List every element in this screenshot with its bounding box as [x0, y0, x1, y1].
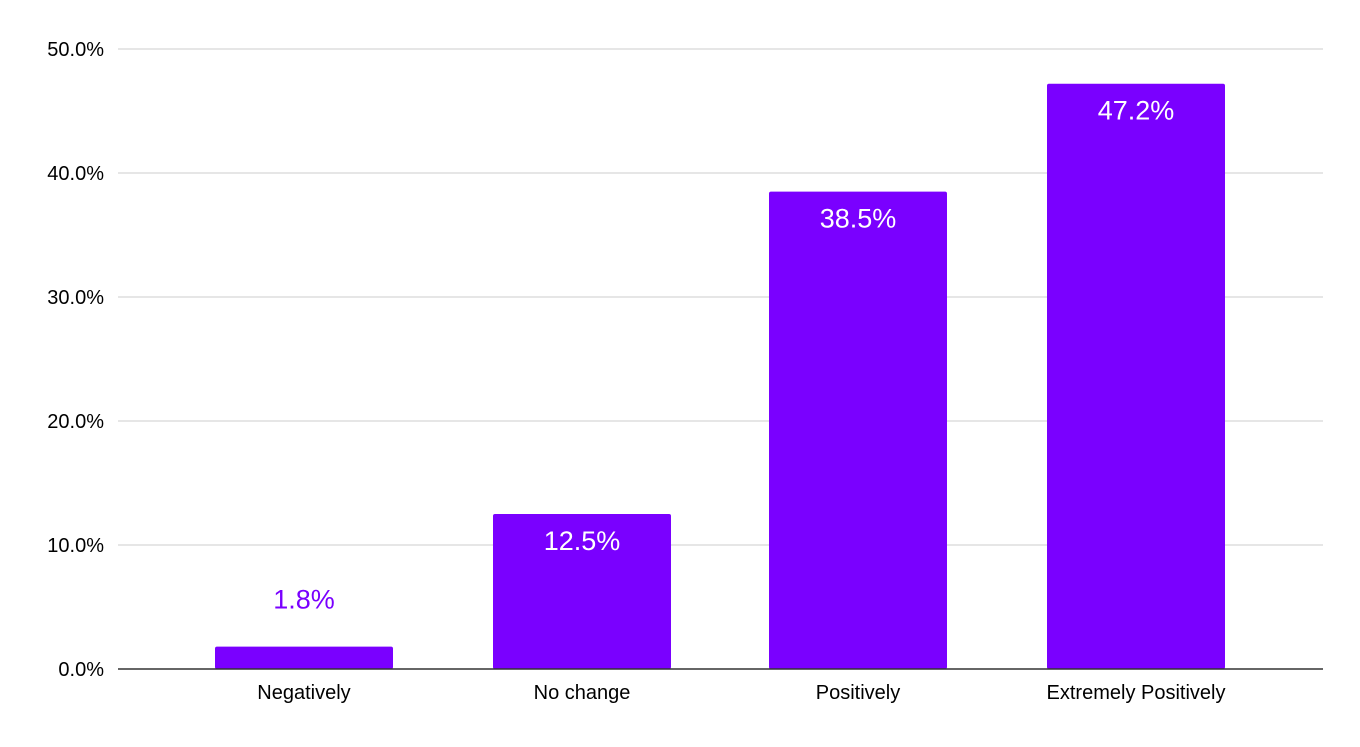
- y-tick-label: 40.0%: [47, 163, 104, 185]
- data-label: 47.2%: [1098, 96, 1175, 126]
- x-tick-label: No change: [534, 682, 631, 704]
- y-tick-label: 10.0%: [47, 535, 104, 557]
- y-tick-label: 50.0%: [47, 39, 104, 61]
- y-axis-tick-labels: 0.0% 10.0% 20.0% 30.0% 40.0% 50.0%: [47, 39, 104, 681]
- bar: [215, 646, 393, 669]
- bars: [215, 83, 1225, 670]
- x-tick-label: Negatively: [257, 682, 350, 704]
- data-label: 1.8%: [273, 585, 335, 615]
- x-tick-label: Extremely Positively: [1047, 682, 1226, 704]
- bar: [1047, 83, 1225, 670]
- y-tick-label: 20.0%: [47, 411, 104, 433]
- y-tick-label: 0.0%: [58, 659, 104, 681]
- x-axis-tick-labels: Negatively No change Positively Extremely P…: [257, 682, 1225, 704]
- data-label: 38.5%: [820, 204, 897, 234]
- bar: [769, 191, 947, 669]
- y-tick-label: 30.0%: [47, 287, 104, 309]
- bar: [493, 514, 671, 669]
- data-labels: 1.8% 12.5% 38.5% 47.2%: [273, 96, 1174, 615]
- data-label: 12.5%: [544, 526, 621, 556]
- x-tick-label: Positively: [816, 682, 900, 704]
